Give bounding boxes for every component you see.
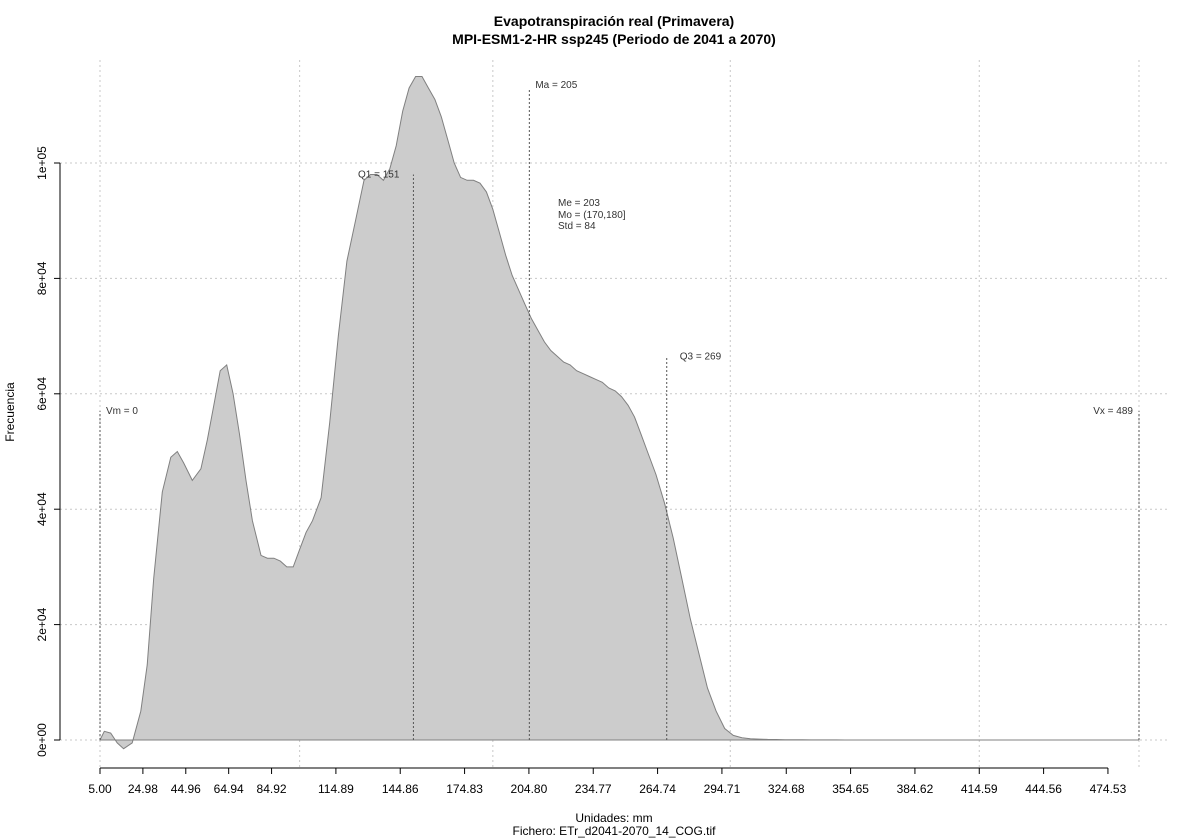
vm-label: Vm = 0 — [106, 406, 138, 417]
y-tick-label: 2e+04 — [35, 607, 49, 641]
x-tick-label: 5.00 — [88, 782, 112, 796]
me-label: Me = 203 — [558, 198, 600, 209]
y-axis: 0e+00 2e+04 4e+04 6e+04 8e+04 1e+05 — [35, 146, 61, 757]
x-tick-label: 204.80 — [511, 782, 548, 796]
density-polygon — [99, 76, 1139, 750]
ma-label: Ma = 205 — [535, 80, 577, 91]
q1-label: Q1 = 151 — [358, 170, 400, 181]
density-area — [99, 76, 1139, 750]
x-tick-label: 84.92 — [257, 782, 287, 796]
y-tick-label: 8e+04 — [35, 261, 49, 295]
x-tick-label: 114.89 — [318, 782, 354, 796]
y-axis-label: Frecuencia — [3, 382, 17, 442]
x-tick-label: 444.56 — [1025, 782, 1062, 796]
vx-label: Vx = 489 — [1093, 406, 1133, 417]
y-tick-label: 1e+05 — [35, 146, 49, 180]
file-label: Fichero: ETr_d2041-2070_14_COG.tif — [513, 824, 717, 838]
chart-subtitle: MPI-ESM1-2-HR ssp245 (Periodo de 2041 a … — [452, 31, 776, 47]
chart-title: Evapotranspiración real (Primavera) — [494, 13, 734, 29]
std-label: Std = 84 — [558, 221, 596, 232]
x-tick-label: 414.59 — [961, 782, 998, 796]
x-tick-label: 64.94 — [214, 782, 244, 796]
x-tick-label: 474.53 — [1090, 782, 1127, 796]
q3-label: Q3 = 269 — [680, 351, 722, 362]
x-axis: 5.00 24.98 44.96 64.94 84.92 114.89 144.86 174.… — [88, 767, 1127, 796]
x-axis-label: Unidades: mm — [575, 811, 652, 825]
x-tick-label: 44.96 — [171, 782, 201, 796]
x-tick-label: 324.68 — [768, 782, 805, 796]
x-tick-label: 264.74 — [639, 782, 676, 796]
x-tick-label: 174.83 — [446, 782, 483, 796]
x-tick-label: 354.65 — [832, 782, 869, 796]
y-tick-label: 0e+00 — [35, 723, 49, 757]
mo-label: Mo = (170,180] — [558, 210, 626, 221]
y-tick-label: 6e+04 — [35, 377, 49, 411]
x-tick-label: 24.98 — [128, 782, 158, 796]
y-tick-label: 4e+04 — [35, 492, 49, 526]
x-tick-label: 294.71 — [704, 782, 741, 796]
x-tick-label: 234.77 — [575, 782, 612, 796]
x-tick-label: 384.62 — [897, 782, 934, 796]
x-tick-label: 144.86 — [382, 782, 419, 796]
